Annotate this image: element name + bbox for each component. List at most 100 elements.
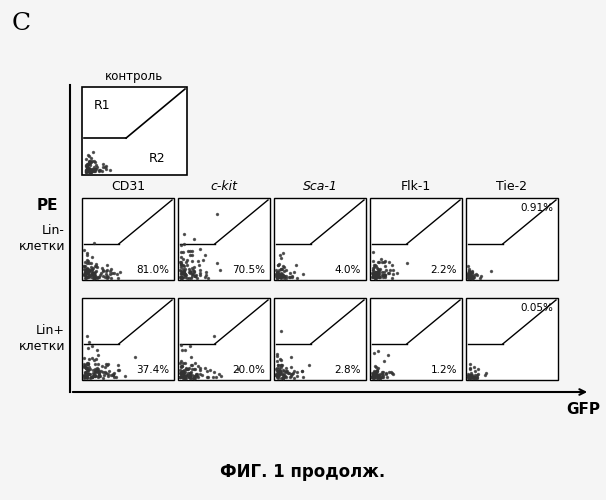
Point bbox=[285, 373, 295, 381]
Point bbox=[273, 274, 282, 281]
Point bbox=[472, 272, 482, 280]
Point bbox=[298, 367, 307, 375]
Point bbox=[90, 164, 100, 172]
Point bbox=[279, 366, 288, 374]
Text: R2: R2 bbox=[148, 152, 165, 165]
Point bbox=[370, 272, 379, 280]
Point bbox=[371, 368, 381, 376]
Point bbox=[176, 264, 185, 272]
Point bbox=[387, 261, 397, 269]
Point bbox=[201, 268, 211, 276]
Point bbox=[372, 264, 382, 272]
Point bbox=[373, 347, 382, 355]
Point bbox=[464, 266, 474, 274]
Bar bbox=[370, 198, 462, 280]
Point bbox=[195, 366, 205, 374]
Point bbox=[470, 372, 479, 380]
Point bbox=[379, 270, 389, 278]
Text: Lin-
клетки: Lin- клетки bbox=[19, 224, 65, 254]
Point bbox=[464, 272, 474, 280]
Point bbox=[469, 272, 479, 280]
Point bbox=[178, 362, 187, 370]
Point bbox=[88, 366, 98, 374]
Point bbox=[287, 370, 296, 378]
Point bbox=[176, 267, 186, 275]
Text: GFP: GFP bbox=[566, 402, 600, 417]
Point bbox=[187, 365, 196, 373]
Point bbox=[273, 273, 282, 281]
Point bbox=[95, 370, 104, 378]
Point bbox=[176, 370, 186, 378]
Point bbox=[88, 272, 98, 280]
Point bbox=[96, 270, 105, 278]
Point bbox=[88, 369, 98, 377]
Point bbox=[464, 272, 473, 280]
Point bbox=[178, 367, 188, 375]
Point bbox=[370, 268, 380, 276]
Point bbox=[81, 265, 91, 273]
Point bbox=[284, 368, 294, 376]
Point bbox=[88, 274, 98, 282]
Point bbox=[279, 267, 289, 275]
Point bbox=[182, 261, 192, 269]
Point bbox=[92, 263, 102, 271]
Point bbox=[195, 266, 205, 274]
Point bbox=[83, 360, 93, 368]
Point bbox=[464, 265, 474, 273]
Point bbox=[233, 364, 243, 372]
Point bbox=[367, 369, 377, 377]
Point bbox=[464, 274, 474, 281]
Point bbox=[87, 372, 97, 380]
Point bbox=[292, 372, 302, 380]
Point bbox=[464, 273, 474, 281]
Point bbox=[276, 374, 285, 382]
Point bbox=[84, 266, 94, 274]
Point bbox=[95, 366, 104, 374]
Point bbox=[273, 366, 282, 374]
Point bbox=[82, 265, 92, 273]
Point bbox=[187, 270, 197, 278]
Point bbox=[83, 265, 93, 273]
Point bbox=[87, 266, 97, 274]
Point bbox=[85, 365, 95, 373]
Point bbox=[185, 372, 195, 380]
Point bbox=[83, 366, 93, 374]
Point bbox=[200, 364, 210, 372]
Point bbox=[468, 274, 478, 282]
Point bbox=[101, 166, 110, 173]
Point bbox=[81, 368, 90, 376]
Point bbox=[87, 373, 97, 381]
Point bbox=[201, 271, 211, 279]
Point bbox=[204, 374, 213, 382]
Point bbox=[369, 374, 379, 382]
Point bbox=[465, 364, 474, 372]
Point bbox=[368, 257, 378, 265]
Point bbox=[385, 266, 395, 274]
Bar bbox=[370, 298, 462, 380]
Point bbox=[185, 250, 195, 258]
Point bbox=[79, 270, 89, 278]
Point bbox=[368, 268, 378, 276]
Point bbox=[83, 344, 93, 352]
Point bbox=[82, 268, 92, 276]
Point bbox=[373, 372, 383, 380]
Point bbox=[176, 368, 185, 376]
Point bbox=[388, 370, 398, 378]
Point bbox=[89, 273, 99, 281]
Point bbox=[181, 374, 190, 382]
Point bbox=[372, 374, 382, 382]
Text: Lin+
клетки: Lin+ клетки bbox=[19, 324, 65, 354]
Point bbox=[90, 371, 99, 379]
Point bbox=[376, 273, 385, 281]
Point bbox=[181, 272, 190, 280]
Point bbox=[464, 371, 473, 379]
Point bbox=[373, 364, 383, 372]
Point bbox=[85, 370, 95, 378]
Point bbox=[276, 368, 286, 376]
Point bbox=[368, 269, 378, 277]
Point bbox=[84, 366, 93, 374]
Point bbox=[279, 370, 289, 378]
Point bbox=[81, 364, 90, 372]
Point bbox=[273, 360, 283, 368]
Point bbox=[464, 370, 473, 378]
